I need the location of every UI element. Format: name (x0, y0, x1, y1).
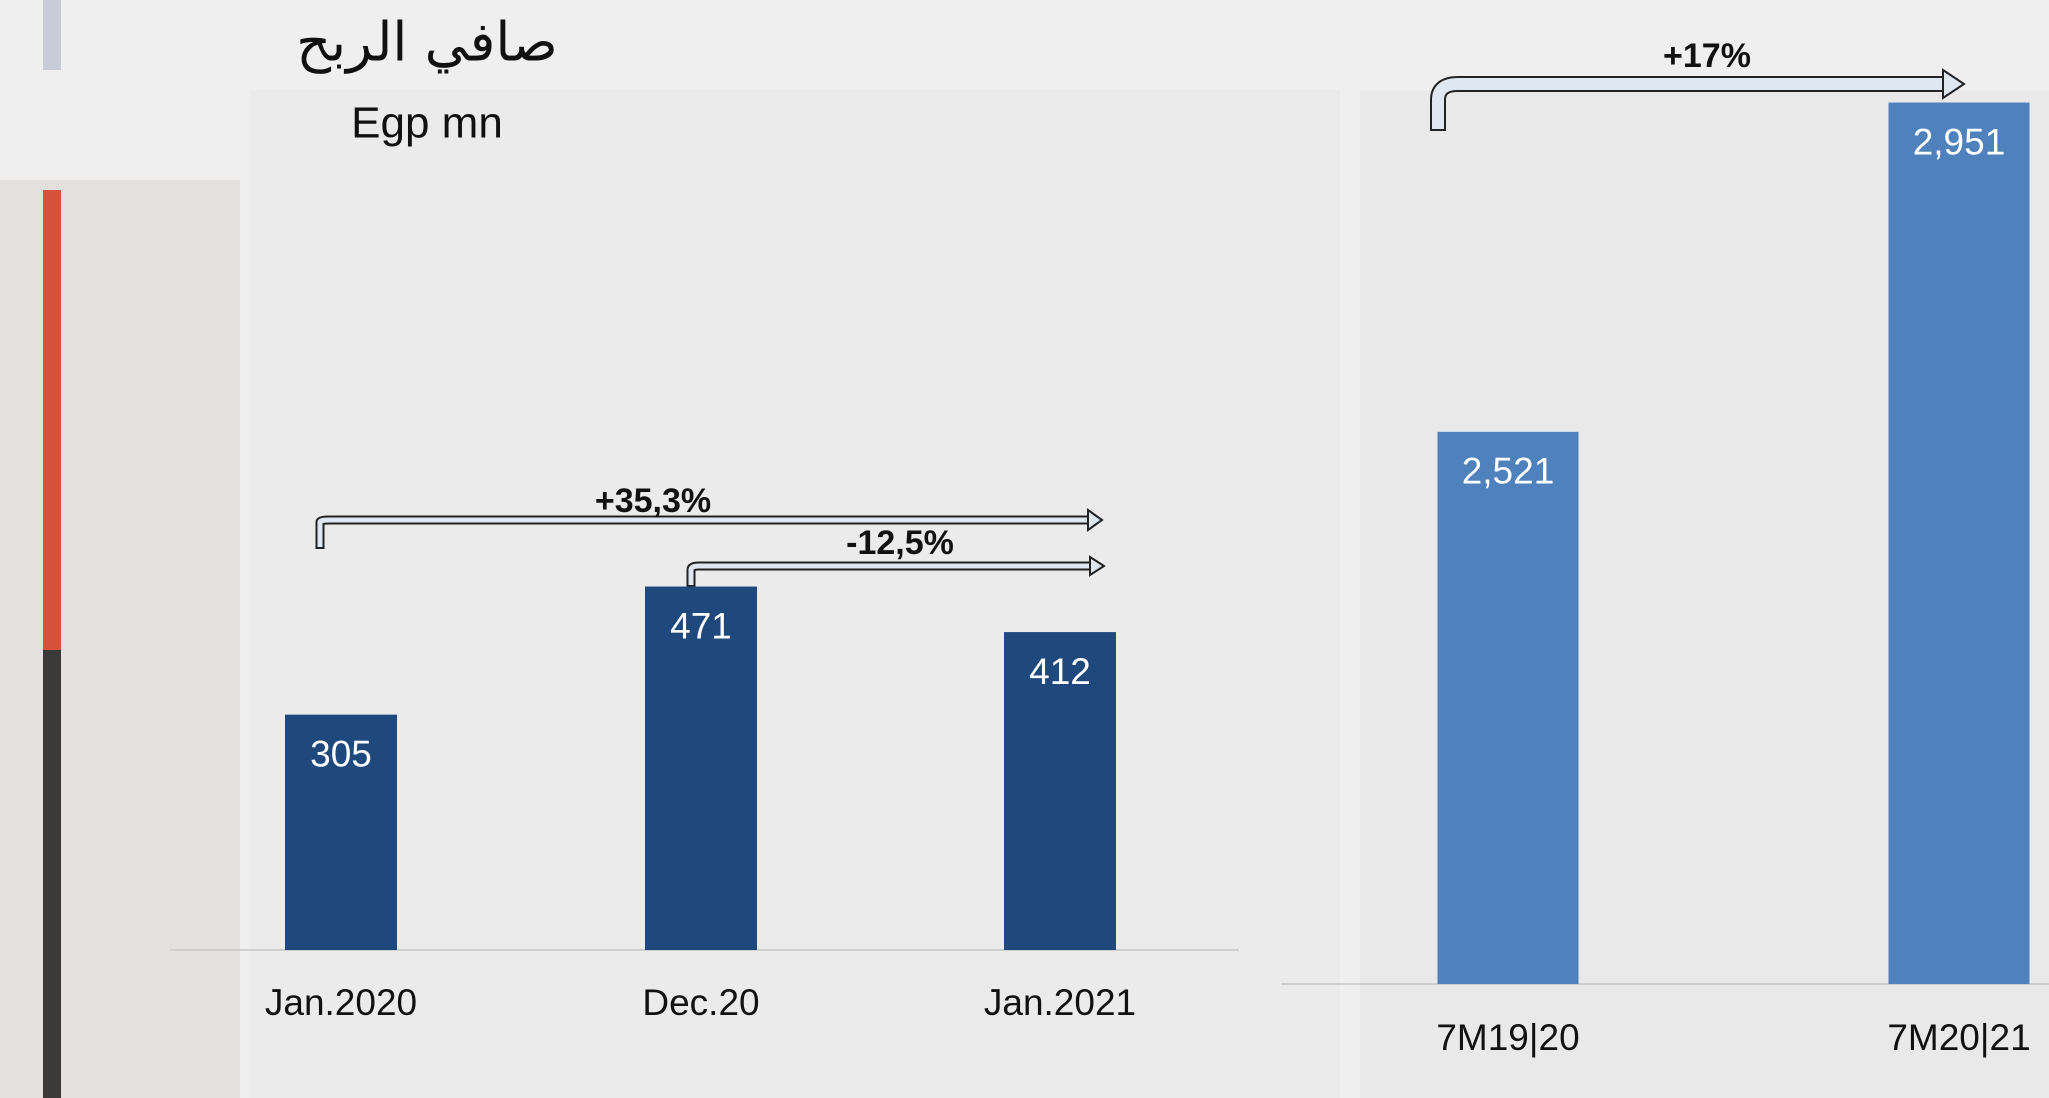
side-strip (43, 0, 61, 70)
side-strip (43, 190, 61, 650)
data-label: 471 (670, 605, 732, 646)
data-label: 305 (310, 733, 372, 774)
chart-title: صافي الربح (296, 11, 557, 75)
bar (1889, 103, 2030, 984)
side-strip (43, 650, 61, 1098)
x-tick-label: Jan.2020 (265, 982, 417, 1023)
annotation: +35,3% (595, 482, 711, 520)
annotation: +17% (1663, 37, 1751, 75)
x-tick-label: Dec.20 (642, 982, 759, 1023)
annotation: -12,5% (846, 524, 954, 562)
x-tick-label: Jan.2021 (984, 982, 1136, 1023)
data-label: 2,521 (1462, 451, 1555, 492)
x-tick-label: 7M19|20 (1436, 1017, 1579, 1058)
photo-panel (250, 90, 1340, 1098)
chart-subtitle: Egp mn (351, 99, 503, 148)
data-label: 412 (1029, 651, 1091, 692)
page: صافي الربح Egp mn +35,3% -12,5% +17% 305… (0, 0, 2049, 1098)
data-label: 2,951 (1913, 121, 2006, 162)
x-tick-label: 7M20|21 (1887, 1017, 2030, 1058)
bar (1438, 432, 1579, 984)
photo-panel (0, 180, 240, 1098)
